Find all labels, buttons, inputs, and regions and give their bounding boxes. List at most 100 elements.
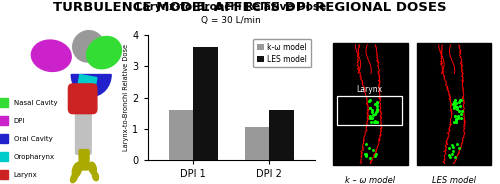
Point — [452, 121, 460, 124]
Point — [450, 99, 458, 102]
Text: Larynx-to-Bronchi Relative Dose: Larynx-to-Bronchi Relative Dose — [136, 2, 326, 13]
Point — [457, 117, 465, 120]
Text: Q = 30 L/min: Q = 30 L/min — [202, 16, 261, 25]
Point — [366, 115, 374, 118]
Point — [451, 105, 459, 107]
Point — [452, 118, 460, 121]
Text: Larynx: Larynx — [356, 85, 382, 94]
Point — [374, 108, 382, 111]
Point — [455, 146, 463, 149]
Point — [372, 101, 380, 104]
Point — [368, 110, 376, 113]
Point — [450, 100, 458, 103]
Point — [366, 106, 374, 109]
Point — [448, 145, 456, 148]
Bar — [0, 152, 8, 161]
Text: DPI: DPI — [14, 118, 25, 124]
Point — [370, 114, 378, 117]
Point — [373, 109, 381, 112]
Bar — [193, 47, 218, 160]
Bar — [333, 43, 407, 165]
Ellipse shape — [72, 162, 82, 177]
Point — [374, 101, 382, 104]
Point — [362, 155, 370, 158]
Bar — [0, 170, 8, 179]
Point — [452, 118, 460, 121]
Point — [373, 107, 381, 110]
Ellipse shape — [70, 173, 78, 183]
Text: Larynx: Larynx — [14, 172, 38, 178]
Ellipse shape — [72, 31, 104, 62]
Point — [370, 120, 378, 123]
Y-axis label: Larynx-to-Bronchi Relative Dose: Larynx-to-Bronchi Relative Dose — [124, 44, 130, 151]
Point — [457, 98, 465, 101]
Point — [445, 146, 453, 149]
Point — [454, 117, 462, 120]
Point — [366, 107, 374, 109]
Ellipse shape — [89, 162, 96, 174]
Point — [366, 98, 374, 101]
Ellipse shape — [92, 172, 98, 181]
Point — [450, 155, 458, 158]
Polygon shape — [77, 75, 97, 93]
Point — [368, 117, 376, 120]
Point — [456, 99, 464, 102]
Text: Oropharynx: Oropharynx — [14, 154, 54, 160]
Point — [456, 105, 464, 107]
Text: Oral Cavity: Oral Cavity — [14, 136, 52, 142]
Point — [371, 121, 379, 124]
Point — [362, 142, 370, 145]
Point — [369, 148, 377, 151]
Point — [455, 109, 463, 112]
Point — [366, 116, 374, 119]
Point — [371, 103, 379, 106]
Point — [362, 153, 370, 155]
Point — [368, 109, 376, 112]
Point — [450, 115, 458, 118]
Bar — [0, 98, 8, 107]
Point — [450, 107, 458, 110]
Point — [372, 111, 380, 114]
FancyBboxPatch shape — [76, 107, 91, 154]
Point — [366, 157, 374, 160]
Point — [454, 101, 462, 104]
Point — [454, 105, 462, 108]
Bar — [245, 127, 270, 160]
Point — [458, 110, 466, 113]
Point — [362, 153, 370, 156]
Point — [372, 120, 380, 123]
Point — [372, 104, 380, 107]
Point — [454, 114, 462, 117]
FancyBboxPatch shape — [68, 84, 97, 114]
Point — [450, 121, 458, 124]
Bar — [169, 110, 193, 160]
Legend: k-ω model, LES model: k-ω model, LES model — [253, 39, 311, 68]
Bar — [0, 116, 8, 125]
Point — [370, 155, 378, 158]
Point — [372, 152, 380, 155]
Point — [450, 102, 458, 105]
Point — [444, 154, 452, 157]
Ellipse shape — [86, 36, 122, 69]
Point — [448, 143, 456, 146]
Point — [449, 149, 457, 152]
Point — [449, 102, 457, 105]
Bar — [416, 43, 491, 165]
Text: LES model: LES model — [432, 176, 476, 184]
Point — [458, 113, 466, 116]
Point — [370, 113, 378, 116]
Wedge shape — [71, 75, 111, 96]
Bar — [270, 110, 293, 160]
Point — [448, 152, 456, 155]
Text: Nasal Cavity: Nasal Cavity — [14, 100, 57, 106]
Ellipse shape — [32, 40, 71, 71]
Point — [373, 121, 381, 124]
Bar — [337, 96, 402, 125]
Point — [446, 155, 454, 158]
Point — [365, 99, 373, 102]
Text: k – ω model: k – ω model — [346, 176, 396, 184]
Text: TURBULENCE MODEL AFFECTS DPI REGIONAL DOSES: TURBULENCE MODEL AFFECTS DPI REGIONAL DO… — [53, 1, 447, 14]
Point — [452, 108, 460, 111]
Point — [373, 121, 381, 123]
Point — [366, 147, 374, 150]
